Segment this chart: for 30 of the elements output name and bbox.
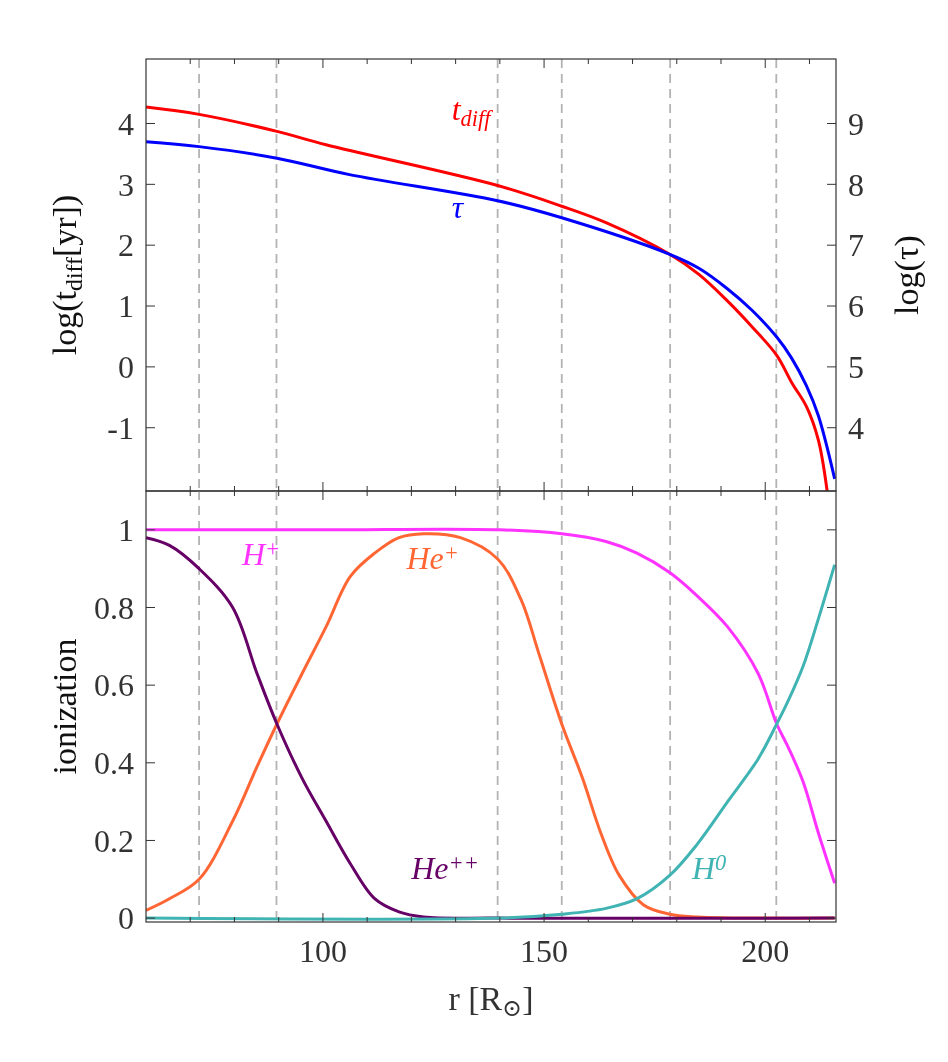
y-tick-label: 1 (118, 512, 134, 549)
y2-tick-label: 8 (848, 166, 864, 203)
y2-tick-label: 6 (848, 288, 864, 325)
y-tick-label: 0 (118, 349, 134, 386)
series-label: τ (451, 188, 465, 225)
y-tick-label: 0.4 (94, 745, 134, 781)
y2-tick-label: 7 (848, 227, 864, 264)
y-tick-label: 4 (118, 105, 134, 142)
series-label: H$^{+}$ (240, 535, 281, 572)
y-axis-title: ionization (46, 638, 83, 775)
y2-tick-label: 4 (848, 409, 864, 446)
y-tick-label: 0.6 (94, 667, 134, 704)
y-tick-label: 0.2 (94, 822, 134, 859)
y-tick-label: 0.8 (94, 589, 134, 626)
series-label: t$_{diff}$ (451, 91, 494, 131)
x-tick-label: 100 (298, 933, 347, 969)
x-tick-label: 200 (741, 933, 790, 969)
y-tick-label: 3 (118, 166, 134, 203)
y2-tick-label: 5 (848, 349, 864, 386)
y-tick-label: 0 (118, 900, 134, 937)
series-label: H$^{0}$ (690, 850, 727, 887)
x-tick-label: 150 (520, 933, 569, 969)
series-label: He$^{+}$ (405, 539, 459, 576)
y-tick-label: 2 (118, 227, 134, 264)
y2-axis-title: log(τ) (888, 235, 926, 315)
series-label: He$^{++}$ (410, 850, 479, 887)
x-axis-title: r [R$_{⊙}$] (448, 980, 534, 1021)
y-tick-label: -1 (107, 409, 134, 446)
y-tick-label: 1 (118, 288, 134, 325)
y2-tick-label: 9 (848, 105, 864, 142)
